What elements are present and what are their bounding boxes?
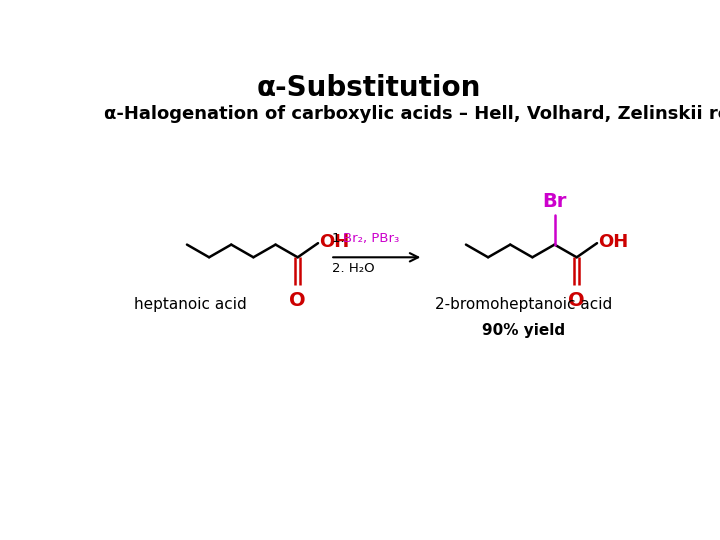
Text: 90% yield: 90% yield (482, 323, 566, 338)
Text: heptanoic acid: heptanoic acid (135, 298, 247, 312)
Text: Br: Br (542, 192, 567, 211)
Text: 2-bromoheptanoic acid: 2-bromoheptanoic acid (436, 298, 613, 312)
Text: OH: OH (320, 233, 350, 252)
Text: α-Halogenation of carboxylic acids – Hell, Volhard, Zelinskii reaction: α-Halogenation of carboxylic acids – Hel… (104, 105, 720, 123)
Text: OH: OH (598, 233, 629, 252)
Text: 2. H₂O: 2. H₂O (332, 262, 374, 275)
Text: 1.: 1. (332, 232, 348, 245)
Text: O: O (568, 291, 585, 310)
Text: α-Substitution: α-Substitution (257, 74, 481, 102)
Text: O: O (289, 291, 306, 310)
Text: Br₂, PBr₃: Br₂, PBr₃ (343, 232, 399, 245)
